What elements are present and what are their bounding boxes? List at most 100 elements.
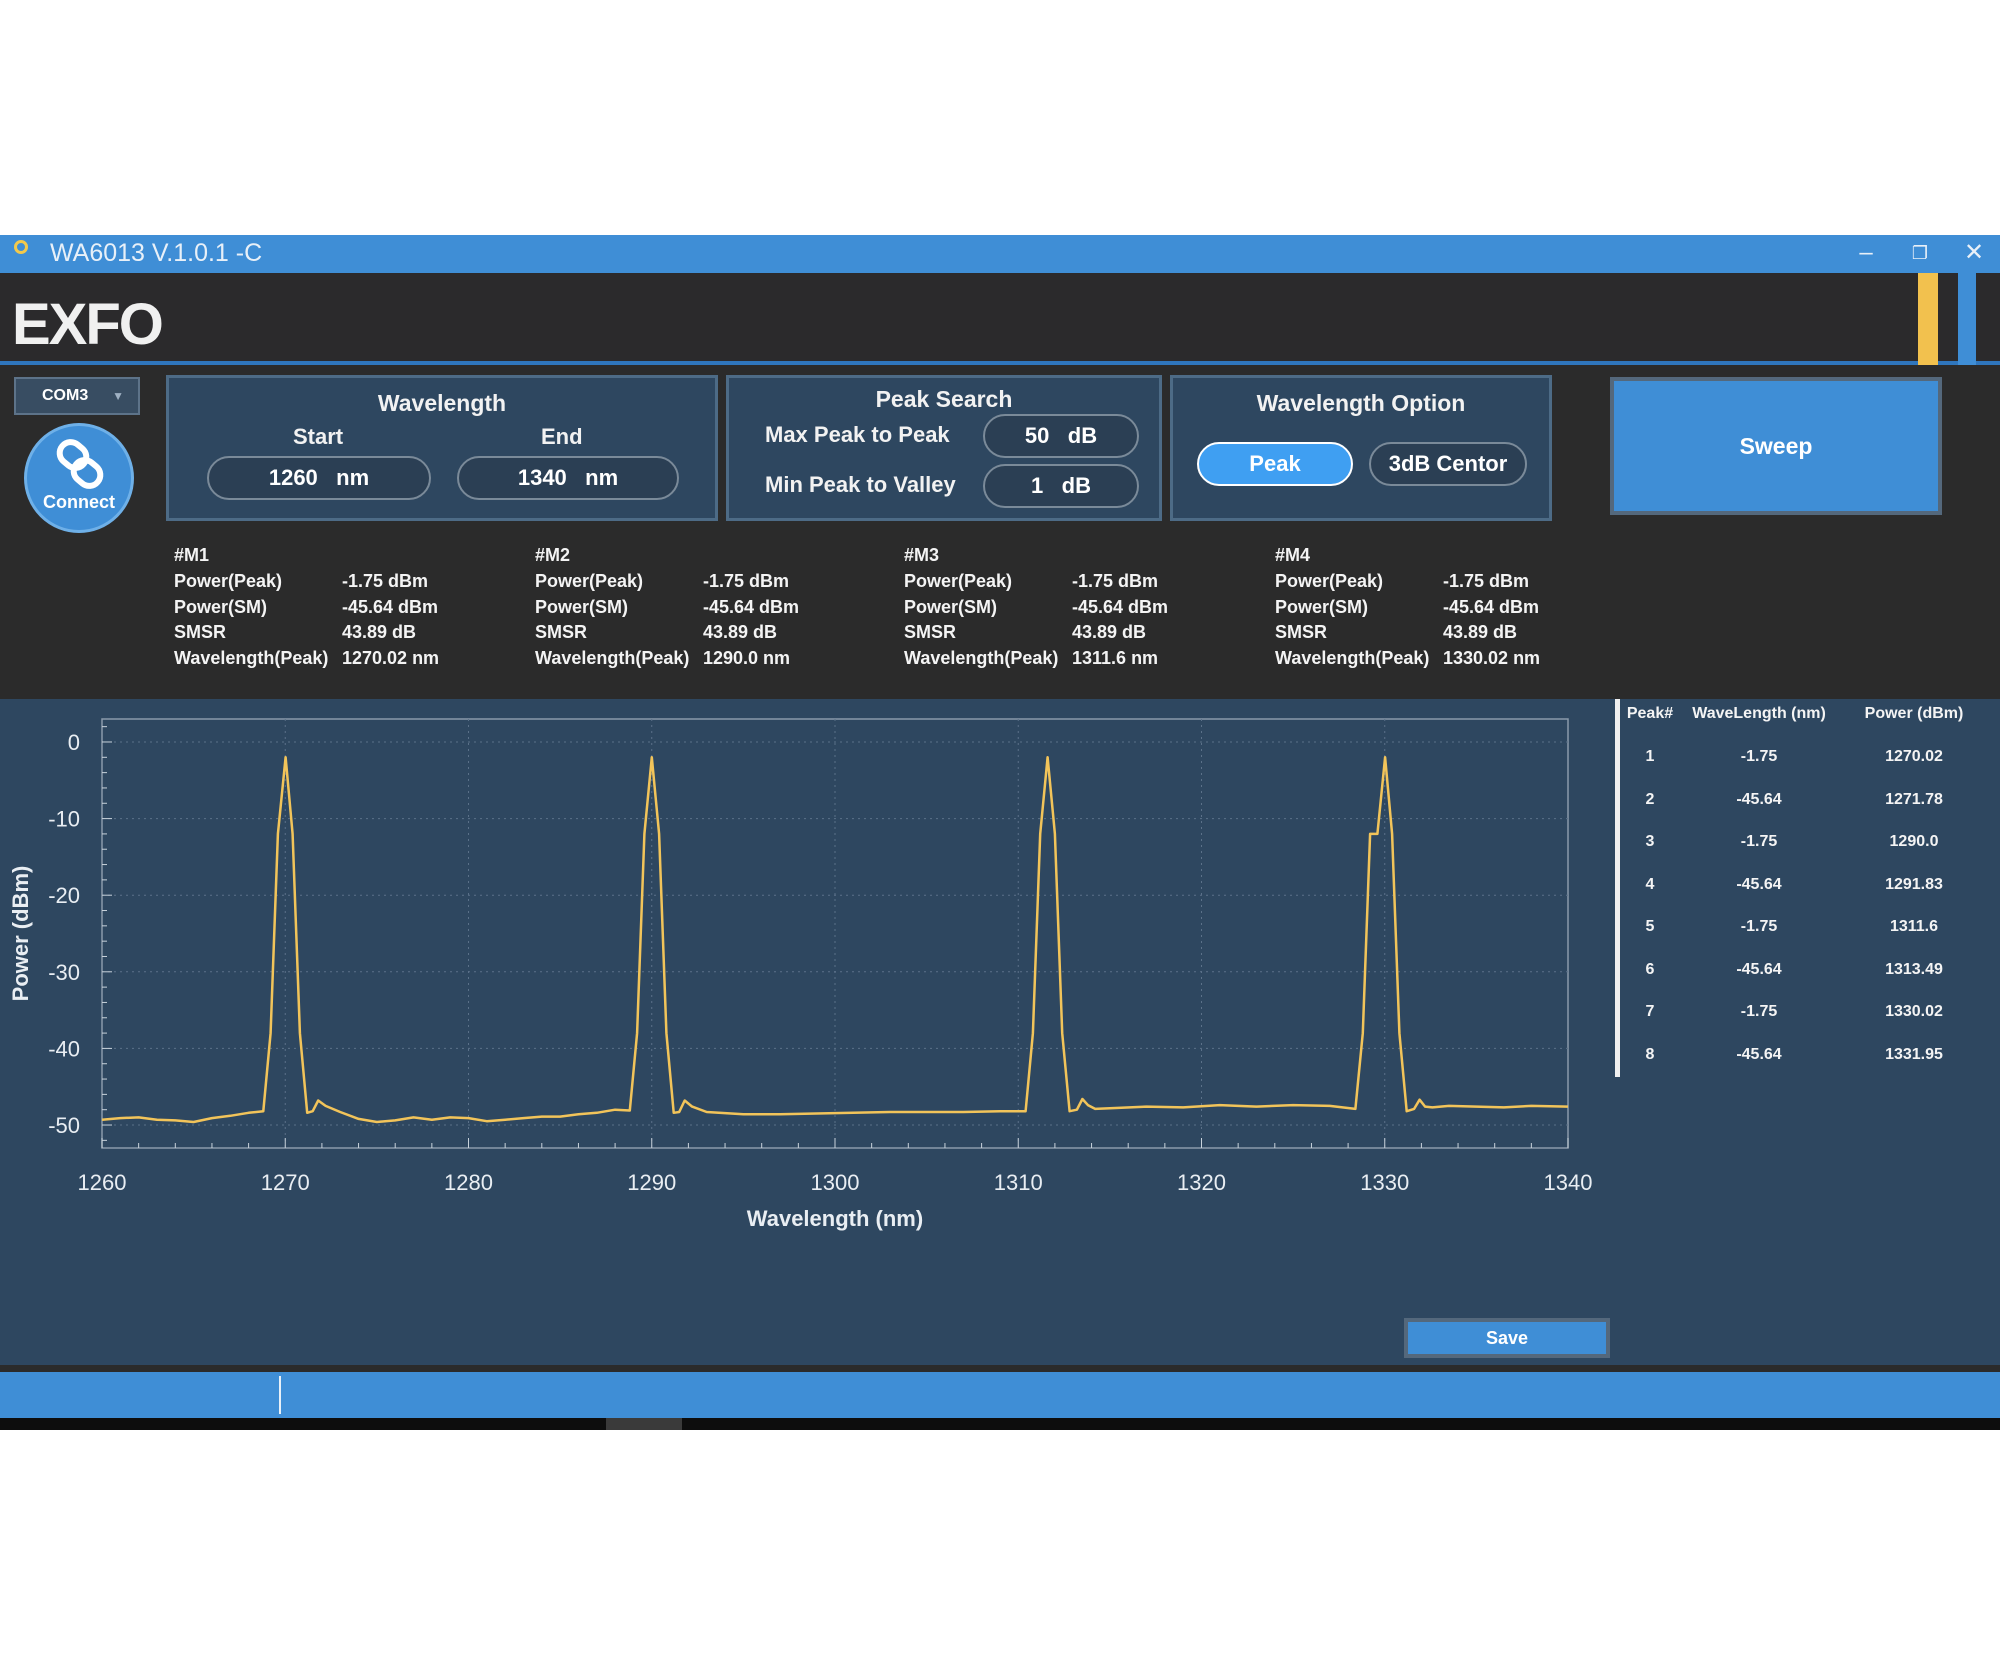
brand-stripe-yellow (1918, 273, 1938, 365)
marker-name: #M3 (904, 545, 940, 565)
close-icon[interactable]: ✕ (1963, 239, 1985, 266)
link-icon (56, 439, 104, 489)
y-axis-label: Power (dBm) (8, 866, 33, 1002)
spectrum-plot-area: 1260 1270 1280 1290 1300 1310 1320 1330 1340 0 -10… (0, 699, 1614, 1311)
table-row[interactable]: 2 -45.64 1271.78 (1622, 791, 1992, 821)
start-label: Start (293, 424, 344, 449)
marker-key: Power(Peak) (535, 570, 644, 591)
marker-name: #M1 (174, 545, 210, 565)
end-wavelength-field[interactable]: 1340 nm (457, 456, 679, 500)
marker-key: Power(SM) (535, 596, 629, 617)
cell-wavelength: -1.75 (1740, 833, 1778, 850)
marker-value: 43.89 dB (703, 622, 778, 643)
marker-key: Wavelength(Peak) (535, 648, 690, 669)
table-row[interactable]: 5 -1.75 1311.6 (1622, 918, 1992, 948)
exfo-logo: EXFO (12, 292, 164, 357)
end-label: End (541, 424, 583, 449)
marker-key: SMSR (174, 622, 227, 643)
cell-peak: 6 (1645, 960, 1655, 978)
x-tick-label: 1270 (261, 1170, 310, 1195)
cell-wavelength: -45.64 (1736, 875, 1782, 893)
marker-key: Wavelength(Peak) (904, 648, 1059, 669)
marker-value: -1.75 dBm (703, 570, 790, 591)
app-window: WA6013 V.1.0.1 -C – ❐ ✕ EXFO COM3 ▼ Conn… (0, 235, 2000, 1430)
cell-power: 1290.0 (1889, 833, 1939, 850)
marker-value: 43.89 dB (1072, 622, 1147, 643)
cell-power: 1270.02 (1885, 748, 1943, 765)
marker-key: SMSR (1275, 622, 1328, 643)
app-icon (14, 240, 28, 254)
com-port-value: COM3 (42, 387, 89, 404)
peak-table-header: Peak# WaveLength (nm) Power (dBm) (1622, 705, 1992, 735)
restore-icon[interactable]: ❐ (1911, 243, 1929, 263)
max-peak-value: 50 (1024, 423, 1050, 448)
marker-key: Power(Peak) (904, 570, 1013, 591)
end-wavelength-value: 1340 (517, 465, 567, 490)
scrollbar-thumb[interactable] (606, 1418, 682, 1430)
plot-frame (101, 718, 1569, 1149)
minimize-icon[interactable]: – (1859, 239, 1873, 266)
cell-power: 1330.02 (1885, 1003, 1943, 1020)
peak-table-panel (1614, 699, 2000, 1311)
table-row[interactable]: 4 -45.64 1291.83 (1622, 876, 1992, 906)
start-unit: nm (336, 465, 370, 490)
min-peak-value: 1 (1031, 473, 1044, 498)
max-peak-unit: dB (1067, 423, 1098, 448)
marker-key: Power(Peak) (1275, 570, 1384, 591)
spectrum-chart[interactable]: 1260 1270 1280 1290 1300 1310 1320 1330 1340 0 -10… (0, 699, 1614, 1311)
x-axis-label: Wavelength (nm) (747, 1206, 923, 1231)
cell-peak: 4 (1645, 875, 1655, 893)
marker-key: SMSR (904, 622, 957, 643)
save-button[interactable]: Save (1404, 1318, 1610, 1358)
marker-key: Power(SM) (174, 596, 268, 617)
cell-wavelength: -1.75 (1740, 748, 1778, 765)
table-row[interactable]: 3 -1.75 1290.0 (1622, 833, 1992, 863)
option-3db-center-button[interactable]: 3dB Centor (1369, 442, 1527, 486)
min-peak-field[interactable]: 1 dB (983, 464, 1139, 508)
cell-wavelength: -45.64 (1736, 960, 1782, 978)
chevron-down-icon: ▼ (112, 389, 124, 403)
marker-value: 1311.6 nm (1072, 648, 1159, 669)
com-port-select[interactable]: COM3 ▼ (14, 377, 140, 415)
table-row[interactable]: 6 -45.64 1313.49 (1622, 961, 1992, 991)
connect-button[interactable]: Connect (24, 423, 134, 533)
x-tick-label: 1320 (1177, 1170, 1226, 1195)
table-row[interactable]: 8 -45.64 1331.95 (1622, 1046, 1992, 1076)
option-peak-button[interactable]: Peak (1197, 442, 1353, 486)
max-peak-field[interactable]: 50 dB (983, 414, 1139, 458)
peak-search-panel: Peak Search Max Peak to Peak Min Peak to… (726, 375, 1162, 521)
marker-value: -1.75 dBm (1072, 570, 1159, 591)
status-bar (0, 1372, 2000, 1418)
marker-value: 1270.02 nm (342, 648, 440, 669)
x-tick-label: 1340 (1544, 1170, 1593, 1195)
marker-key: Wavelength(Peak) (1275, 648, 1430, 669)
spectrum-series-line (101, 756, 1569, 1124)
brand-stripe-blue (1958, 273, 1976, 365)
table-row[interactable]: 1 -1.75 1270.02 (1622, 748, 1992, 778)
min-peak-label: Min Peak to Valley (765, 472, 956, 497)
table-row[interactable]: 7 -1.75 1330.02 (1622, 1003, 1992, 1033)
cell-peak: 5 (1645, 918, 1655, 935)
marker-key: Power(SM) (904, 596, 998, 617)
title-bar: WA6013 V.1.0.1 -C – ❐ ✕ (0, 235, 2000, 273)
peak-search-title: Peak Search (875, 386, 1013, 412)
sweep-button[interactable]: Sweep (1610, 377, 1942, 515)
marker-key: SMSR (535, 622, 588, 643)
cell-power: 1313.49 (1885, 960, 1943, 978)
connect-label: Connect (43, 492, 115, 512)
cell-wavelength: -1.75 (1740, 1003, 1778, 1020)
y-tick-label: 0 (68, 730, 80, 755)
y-tick-label: -40 (48, 1036, 80, 1061)
cell-wavelength: -45.64 (1736, 1045, 1782, 1063)
cell-wavelength: -45.64 (1736, 790, 1782, 808)
cell-power: 1271.78 (1885, 790, 1943, 808)
cell-peak: 7 (1645, 1003, 1655, 1020)
start-wavelength-field[interactable]: 1260 nm (207, 456, 431, 500)
col-header-wavelength: WaveLength (nm) (1692, 705, 1826, 722)
brand-header: EXFO (0, 273, 2000, 365)
marker-value: -45.64 dBm (342, 596, 439, 617)
table-scrollbar[interactable] (1615, 699, 1620, 1077)
marker-key: Power(SM) (1275, 596, 1369, 617)
x-tick-label: 1300 (811, 1170, 860, 1195)
x-tick-label: 1330 (1360, 1170, 1409, 1195)
